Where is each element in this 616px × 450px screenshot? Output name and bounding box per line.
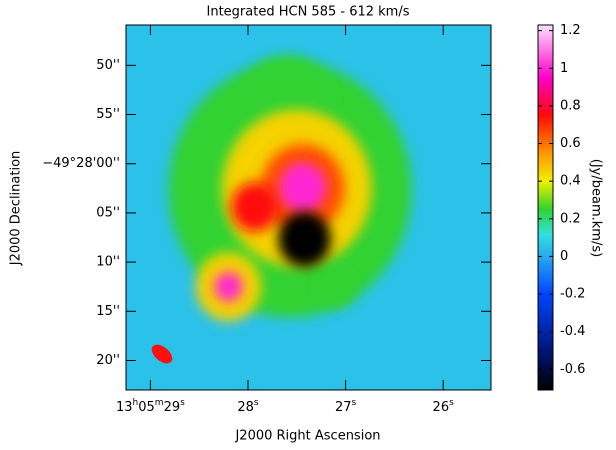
colorbar-tick-label: 1 (560, 61, 568, 76)
colorbar-label: (Jy/beam.km/s) (589, 159, 604, 257)
emission-component (231, 182, 279, 232)
y-tick-label: 10'' (96, 255, 120, 270)
colorbar-tick-label: -0.6 (560, 362, 585, 377)
colorbar (537, 24, 554, 391)
y-tick-label: 05'' (96, 205, 120, 220)
y-tick-label: 15'' (96, 304, 120, 319)
colorbar-tick-label: 0.2 (560, 211, 581, 226)
y-axis-label: J2000 Declination (9, 151, 24, 267)
map (126, 25, 491, 390)
emission-component (278, 211, 331, 268)
emission-component (317, 268, 355, 308)
x-tick-label: 13h05m29s (116, 398, 185, 415)
plot-frame (125, 24, 492, 391)
colorbar-tick-label: -0.4 (560, 324, 585, 339)
colorbar-tick-label: 0.6 (560, 136, 581, 151)
y-tick-label: 55'' (96, 107, 120, 122)
y-tick-label: −49°28'00'' (42, 156, 120, 171)
x-tick-label: 26s (433, 398, 455, 415)
colorbar-tick-label: 0.8 (560, 98, 581, 113)
colorbar-tick-label: 0.4 (560, 174, 581, 189)
x-tick-label: 27s (335, 398, 357, 415)
y-tick-label: 50'' (96, 58, 120, 73)
colorbar-tick-label: -0.2 (560, 287, 585, 302)
x-tick-label: 28s (237, 398, 259, 415)
beam (151, 344, 173, 364)
y-tick-label: 20'' (96, 353, 120, 368)
colorbar-tick-label: 1.2 (560, 23, 581, 38)
colorbar-tick-label: 0 (560, 249, 568, 264)
chart-title: Integrated HCN 585 - 612 km/s (207, 5, 410, 20)
x-axis-label: J2000 Right Ascension (234, 429, 380, 444)
emission-component (279, 162, 327, 212)
emission-component (214, 271, 243, 302)
